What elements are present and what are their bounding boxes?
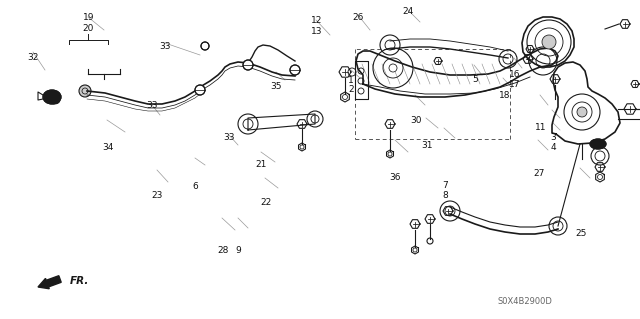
Text: 13: 13 xyxy=(311,27,323,36)
Text: 25: 25 xyxy=(575,229,587,238)
Text: 7: 7 xyxy=(442,181,447,190)
Text: S0X4B2900D: S0X4B2900D xyxy=(497,297,552,306)
Text: 34: 34 xyxy=(102,143,113,152)
Text: 1: 1 xyxy=(348,76,353,85)
Text: 17: 17 xyxy=(509,80,521,89)
Circle shape xyxy=(195,85,205,95)
Text: 27: 27 xyxy=(533,169,545,178)
Text: 9: 9 xyxy=(236,246,241,255)
Text: 35: 35 xyxy=(271,82,282,91)
Text: 33: 33 xyxy=(159,42,171,51)
Text: 23: 23 xyxy=(151,191,163,200)
Text: FR.: FR. xyxy=(70,276,90,286)
Text: 20: 20 xyxy=(83,24,94,33)
Text: 11: 11 xyxy=(535,123,547,132)
Circle shape xyxy=(389,64,397,72)
Text: 5: 5 xyxy=(472,75,477,84)
Text: 6: 6 xyxy=(193,182,198,191)
Text: 22: 22 xyxy=(260,198,271,207)
Text: 2: 2 xyxy=(348,85,353,94)
Circle shape xyxy=(201,42,209,50)
Text: 26: 26 xyxy=(353,13,364,22)
Text: 36: 36 xyxy=(390,173,401,182)
Text: 8: 8 xyxy=(442,191,447,200)
Text: 12: 12 xyxy=(311,16,323,25)
Text: 33: 33 xyxy=(223,133,235,142)
Text: 18: 18 xyxy=(499,91,510,100)
Circle shape xyxy=(542,35,556,49)
Text: 31: 31 xyxy=(422,141,433,150)
Text: 28: 28 xyxy=(217,246,228,255)
Text: 24: 24 xyxy=(403,7,414,16)
Text: 4: 4 xyxy=(551,143,556,152)
Text: 30: 30 xyxy=(410,116,422,125)
Text: 21: 21 xyxy=(255,160,267,169)
Ellipse shape xyxy=(50,96,60,104)
FancyArrow shape xyxy=(38,276,61,289)
Circle shape xyxy=(243,60,253,70)
Text: 33: 33 xyxy=(147,101,158,110)
Text: 16: 16 xyxy=(509,70,521,79)
Ellipse shape xyxy=(590,139,606,149)
Circle shape xyxy=(290,65,300,75)
Text: 3: 3 xyxy=(551,133,556,142)
Text: 19: 19 xyxy=(83,13,94,22)
Ellipse shape xyxy=(43,90,61,104)
Circle shape xyxy=(79,85,91,97)
Text: 32: 32 xyxy=(28,53,39,62)
Circle shape xyxy=(577,107,587,117)
